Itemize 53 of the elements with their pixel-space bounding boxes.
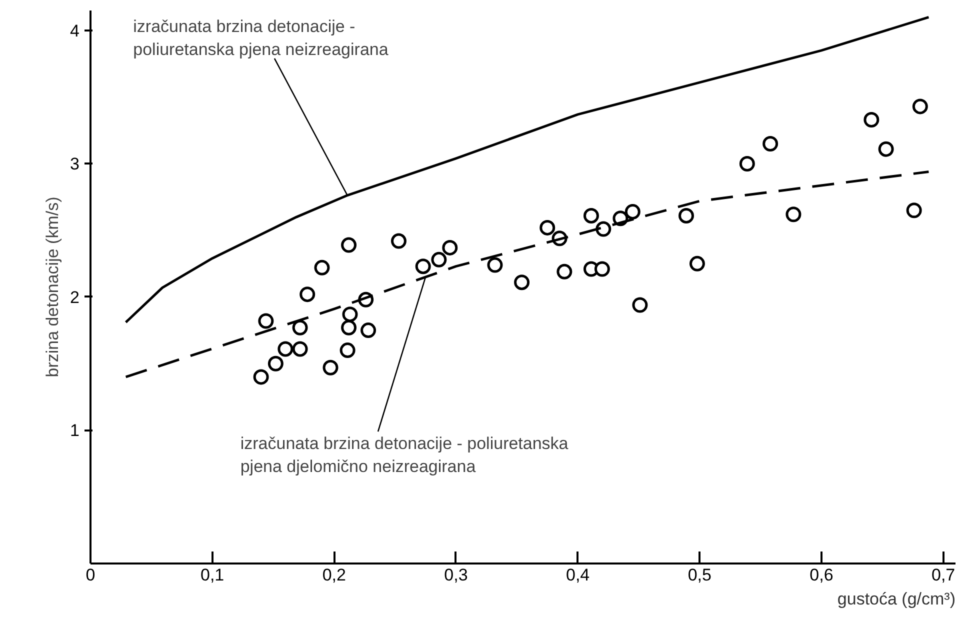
x-tick-label: 0,3 <box>444 566 468 584</box>
x-tick-label: 0,6 <box>810 566 834 584</box>
point <box>341 320 357 336</box>
point <box>253 369 269 385</box>
annotation: izračunata brzina detonacije - poliuretanska pjena neizreagirana <box>133 17 389 59</box>
point <box>314 260 330 276</box>
x-tick-label: 0,4 <box>566 566 590 584</box>
point <box>906 202 922 218</box>
x-tick-label: 0,2 <box>322 566 346 584</box>
point <box>540 220 556 236</box>
point <box>340 342 356 358</box>
point <box>431 252 447 268</box>
x-tick-label: 0,1 <box>200 566 224 584</box>
point <box>322 360 338 376</box>
point <box>786 206 802 222</box>
x-axis-title: gustoća (g/cm³) <box>837 590 956 608</box>
line-series <box>124 16 930 324</box>
point <box>762 136 778 152</box>
point <box>632 297 648 313</box>
point <box>278 341 294 357</box>
point <box>487 257 503 273</box>
x-tick-label: 0,5 <box>688 566 712 584</box>
point <box>300 286 316 302</box>
x-tick-label: 0 <box>86 566 96 584</box>
point <box>678 208 694 224</box>
point <box>292 341 308 357</box>
point <box>689 256 705 272</box>
point <box>415 258 431 274</box>
x-tick-label: 0,7 <box>932 566 956 584</box>
annotation: izračunata brzina detonacije - poliuretanska pjena djelomično neizreagirana <box>240 434 569 476</box>
point <box>292 320 308 336</box>
point <box>556 264 572 280</box>
point <box>912 98 928 114</box>
point <box>442 240 458 256</box>
point <box>878 141 894 157</box>
point <box>390 233 406 249</box>
point <box>739 156 755 172</box>
point <box>268 356 284 372</box>
point <box>864 112 880 128</box>
point <box>514 274 530 290</box>
y-tick-label: 4 <box>70 21 80 40</box>
y-tick-label: 2 <box>70 288 80 307</box>
point <box>342 306 358 322</box>
point <box>583 208 599 224</box>
y-tick-label: 3 <box>70 154 80 174</box>
point <box>258 313 274 329</box>
y-tick-label: 1 <box>70 421 80 440</box>
point <box>624 204 640 220</box>
y-axis-title: brzina detonacije (km/s) <box>43 196 62 378</box>
point <box>360 322 376 338</box>
point <box>596 221 612 237</box>
point <box>594 261 610 277</box>
point <box>341 237 357 253</box>
